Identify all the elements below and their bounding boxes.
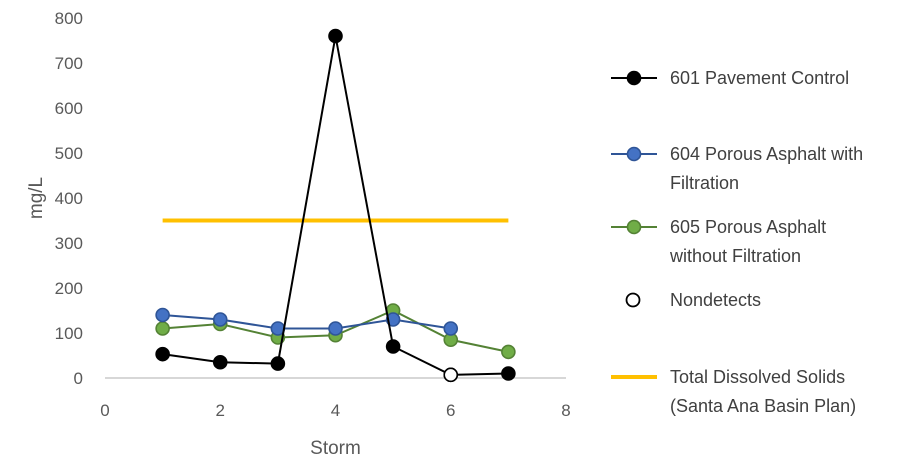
legend-marker: [626, 70, 642, 86]
y-tick-label: 300: [55, 234, 83, 253]
data-point: [212, 354, 228, 370]
y-tick-label: 400: [55, 189, 83, 208]
y-tick-label: 100: [55, 324, 83, 343]
x-axis-label: Storm: [310, 438, 361, 459]
y-tick-label: 200: [55, 279, 83, 298]
x-tick-label: 2: [216, 401, 225, 420]
legend-label: without Filtration: [669, 246, 801, 266]
data-point: [212, 312, 228, 327]
legend-entry: 601 Pavement Control: [611, 68, 849, 88]
y-tick-label: 700: [55, 54, 83, 73]
legend-marker: [626, 146, 642, 162]
x-axis-ticks: 0 2 4 6 8: [100, 401, 570, 420]
legend-label: Nondetects: [670, 290, 761, 310]
data-point: [501, 344, 516, 360]
legend-label: Total Dissolved Solids: [670, 367, 845, 387]
series-line: [162, 314, 451, 330]
series-1: [155, 307, 459, 336]
legend-entry: Total Dissolved Solids (Santa Ana Basin P…: [611, 367, 856, 416]
plot-area: [155, 28, 516, 383]
data-point: [155, 321, 170, 336]
series-0: [155, 28, 516, 383]
series-3: [443, 367, 459, 383]
data-point: [328, 28, 343, 44]
data-point: [443, 321, 459, 336]
data-point: [501, 366, 516, 381]
data-point: [155, 307, 170, 323]
y-axis-label: mg/L: [26, 177, 47, 219]
y-tick-label: 600: [55, 99, 83, 118]
y-tick-label: 0: [74, 369, 83, 388]
legend-marker: [626, 219, 642, 235]
data-point: [385, 312, 401, 327]
legend-label: 601 Pavement Control: [670, 68, 849, 88]
legend-marker: [625, 292, 641, 308]
y-axis-ticks: 0 100 200 300 400 500 600 700 800: [55, 9, 83, 388]
legend-label: 604 Porous Asphalt with: [670, 144, 863, 164]
x-tick-label: 8: [561, 401, 570, 420]
y-tick-label: 800: [55, 9, 83, 28]
data-point: [385, 339, 401, 354]
x-tick-label: 6: [446, 401, 455, 420]
legend-entry: Nondetects: [625, 290, 761, 310]
data-point: [155, 346, 170, 362]
y-tick-label: 500: [55, 144, 83, 163]
legend: 601 Pavement Control 604 Porous Asphalt w…: [611, 68, 863, 416]
legend-entry: 604 Porous Asphalt with Filtration: [611, 144, 863, 193]
data-point: [443, 367, 459, 383]
data-point: [270, 356, 286, 371]
legend-label: Filtration: [670, 173, 739, 193]
legend-entry: 605 Porous Asphalt without Filtration: [611, 217, 826, 266]
x-tick-label: 4: [331, 401, 340, 420]
legend-label: 605 Porous Asphalt: [670, 217, 826, 237]
x-tick-label: 0: [100, 401, 109, 420]
data-point: [328, 321, 343, 336]
legend-label: (Santa Ana Basin Plan): [670, 396, 856, 416]
